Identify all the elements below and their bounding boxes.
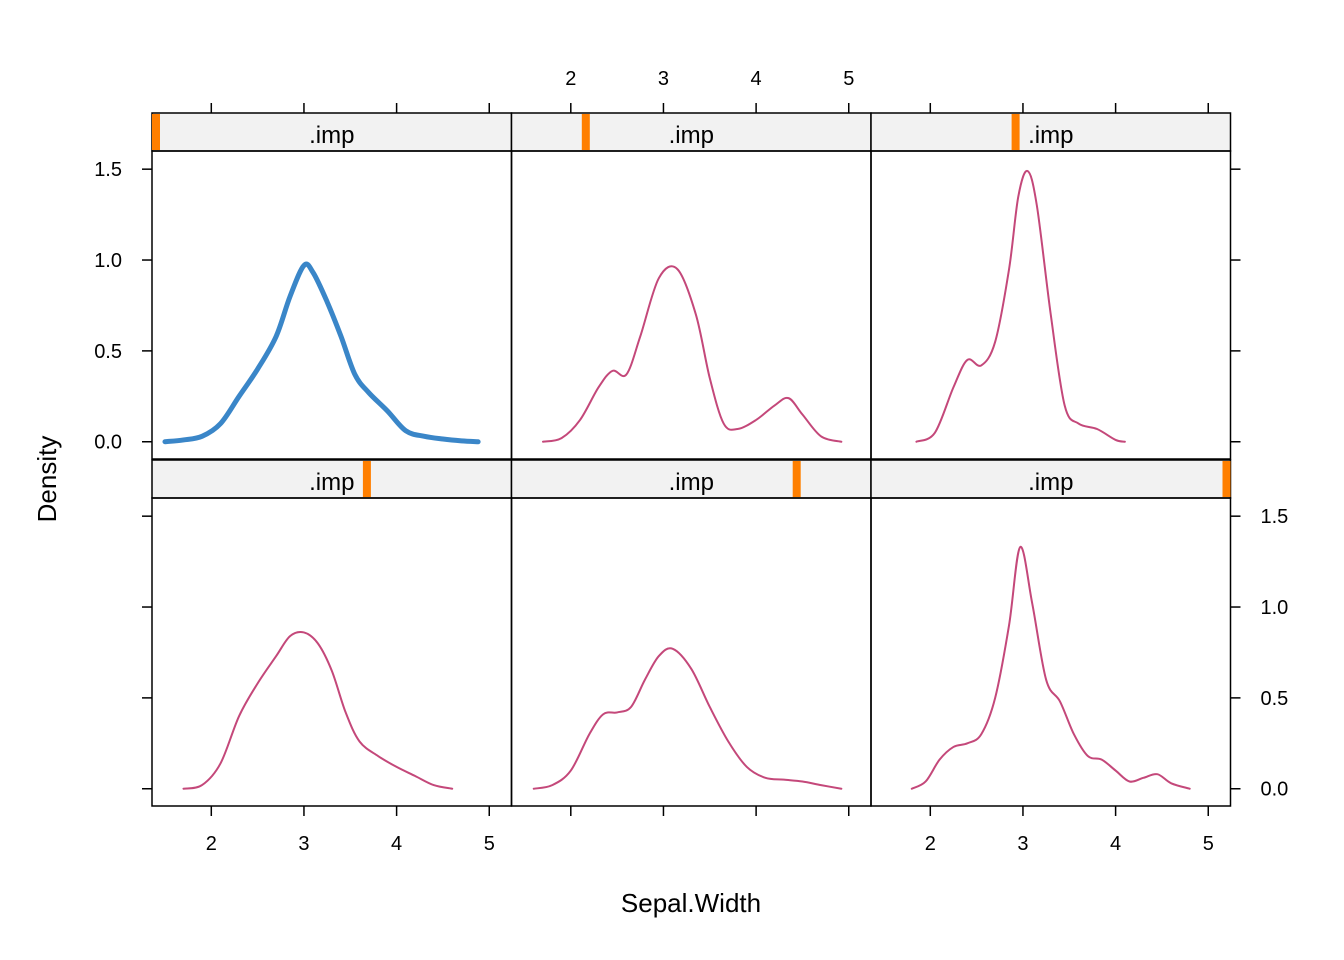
x-tick-label: 3 — [658, 68, 669, 90]
panel-frame-1 — [151, 150, 513, 460]
strip-label-2: .imp — [669, 122, 714, 149]
density-line-2 — [542, 265, 843, 443]
panel-frame-4 — [151, 497, 513, 807]
x-axis-title: Sepal.Width — [621, 888, 761, 918]
y-tick-label: 1.0 — [94, 250, 122, 272]
y-tick-label: 1.5 — [1261, 506, 1289, 528]
panel-2: .imp — [510, 112, 872, 460]
x-axis-bottom-col2 — [570, 806, 850, 816]
x-tick-label: 4 — [391, 833, 402, 855]
panel-frame-6 — [870, 497, 1232, 807]
strip-level-marker-6 — [1222, 461, 1231, 497]
x-tick-label: 2 — [925, 833, 936, 855]
x-axis-top-col3 — [929, 103, 1210, 113]
strip-label-6: .imp — [1028, 469, 1073, 496]
x-axis-bottom-col1: 2 3 4 5 — [206, 806, 495, 855]
y-tick-label: 0.0 — [94, 432, 122, 454]
y-axis-title: Density — [32, 436, 62, 523]
x-tick-label: 4 — [751, 68, 762, 90]
strip-level-marker-4 — [362, 461, 371, 497]
strip-label-5: .imp — [669, 469, 714, 496]
strip-level-marker-1 — [152, 114, 160, 150]
panel-1: .imp — [151, 112, 513, 460]
panel-strip-6 — [870, 459, 1232, 499]
x-tick-label: 5 — [484, 833, 495, 855]
panel-5: .imp — [510, 459, 872, 807]
strip-level-marker-2 — [581, 114, 590, 150]
y-axis-right-row1 — [1230, 168, 1241, 443]
y-tick-label: 0.0 — [1261, 779, 1289, 801]
y-axis-left-row2 — [142, 515, 152, 790]
panel-4: .imp — [151, 459, 513, 807]
x-tick-label: 5 — [1203, 833, 1214, 855]
strip-level-marker-5 — [792, 461, 801, 497]
panel-strip-2 — [510, 112, 872, 152]
x-tick-label: 5 — [843, 68, 854, 90]
y-tick-label: 0.5 — [1261, 688, 1289, 710]
panel-6: .imp — [870, 459, 1232, 807]
panel-strip-3 — [870, 112, 1232, 152]
axes-layer: 2 3 4 5 2 3 4 5 2 3 4 5 0.0 0.5 1.0 1.5 0.0 0.5 1.0 1.5 — [94, 68, 1288, 855]
x-tick-label: 4 — [1110, 833, 1121, 855]
x-axis-top-col2: 2 3 4 5 — [565, 68, 854, 113]
strip-label-4: .imp — [309, 469, 354, 496]
panel-frame-5 — [510, 497, 872, 807]
y-axis-right-row2: 0.0 0.5 1.0 1.5 — [1230, 506, 1289, 801]
panel-strip-1 — [151, 112, 513, 152]
density-line-4 — [182, 630, 454, 790]
x-axis-bottom-col3: 2 3 4 5 — [925, 806, 1214, 855]
density-line-6 — [910, 546, 1191, 790]
x-tick-label: 3 — [1017, 833, 1028, 855]
y-tick-label: 1.5 — [94, 159, 122, 181]
y-axis-left-row1: 0.0 0.5 1.0 1.5 — [94, 159, 152, 454]
x-tick-label: 3 — [298, 833, 309, 855]
density-line-1 — [162, 261, 481, 445]
panel-frame-2 — [510, 150, 872, 460]
density-line-3 — [915, 169, 1126, 443]
panels-layer: .imp .imp .imp .imp .imp .imp — [151, 112, 1232, 807]
strip-level-marker-3 — [1011, 114, 1020, 150]
x-tick-label: 2 — [565, 68, 576, 90]
x-axis-top-col1 — [210, 103, 491, 113]
panel-3: .imp — [870, 112, 1232, 460]
x-tick-label: 2 — [206, 833, 217, 855]
y-tick-label: 1.0 — [1261, 597, 1289, 619]
density-line-5 — [532, 647, 843, 790]
strip-label-3: .imp — [1028, 122, 1073, 149]
panel-frame-3 — [870, 150, 1232, 460]
y-tick-label: 0.5 — [94, 341, 122, 363]
strip-label-1: .imp — [309, 122, 354, 149]
